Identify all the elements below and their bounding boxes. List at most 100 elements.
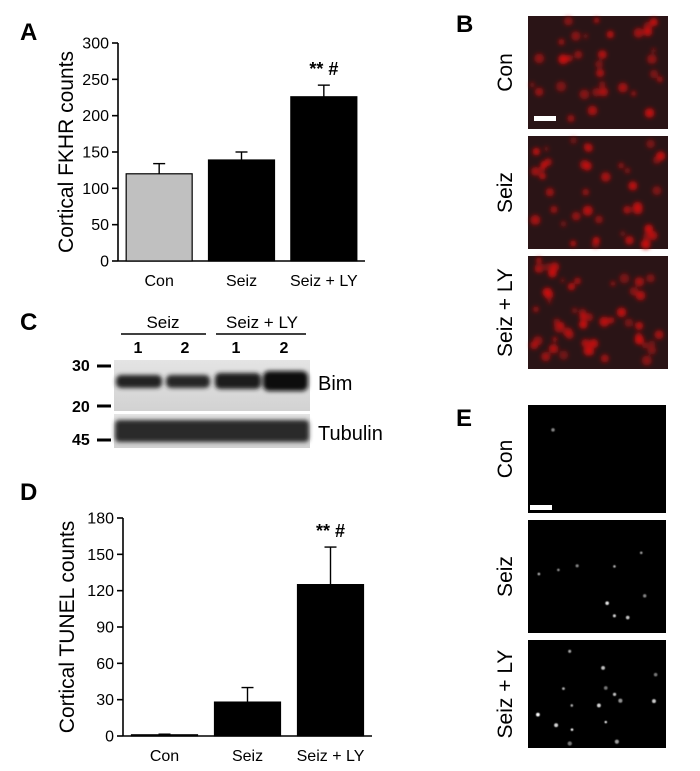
labeled-cell xyxy=(553,322,565,333)
labeled-cell xyxy=(643,594,647,598)
labeled-cell xyxy=(552,336,558,342)
mw-marker: 45 xyxy=(72,432,90,449)
labeled-cell xyxy=(646,54,657,65)
labeled-cell xyxy=(655,151,666,161)
labeled-cell xyxy=(582,205,593,216)
micrograph-signal xyxy=(529,257,664,366)
bar xyxy=(207,159,276,262)
labeled-cell xyxy=(594,215,603,224)
labeled-cell xyxy=(643,27,653,37)
labeled-cell xyxy=(557,568,560,572)
micrograph-signal xyxy=(537,551,647,620)
labeled-cell xyxy=(578,308,587,317)
micrograph-label: Seiz + LY xyxy=(494,650,517,739)
y-tick-label: 250 xyxy=(82,72,109,89)
labeled-cell xyxy=(644,108,655,118)
labeled-cell xyxy=(654,330,664,340)
labeled-cell xyxy=(620,231,626,237)
labeled-cell xyxy=(634,276,645,287)
labeled-cell xyxy=(571,31,581,41)
labeled-cell xyxy=(574,277,581,285)
labeled-cell xyxy=(649,18,658,27)
labeled-cell xyxy=(570,240,577,247)
mw-marker: 30 xyxy=(72,358,90,375)
panel-letter-a: A xyxy=(20,19,37,46)
y-axis-title: Cortical FKHR counts xyxy=(55,51,78,253)
y-tick-label: 0 xyxy=(105,729,114,746)
y-tick-label: 100 xyxy=(82,181,109,198)
category-label: Con xyxy=(150,748,179,765)
labeled-cell xyxy=(646,139,655,149)
labeled-cell xyxy=(640,239,651,250)
bar xyxy=(296,584,365,737)
labeled-cell xyxy=(569,136,578,144)
labeled-cell xyxy=(578,320,588,329)
labeled-cell xyxy=(567,741,572,746)
category-label: Seiz xyxy=(226,273,257,290)
labeled-cell xyxy=(567,114,575,123)
labeled-cell xyxy=(628,181,638,191)
panel-letter-b: B xyxy=(456,11,473,38)
labeled-cell xyxy=(568,649,572,653)
labeled-cell xyxy=(583,346,593,356)
lane-group-label: Seiz xyxy=(146,313,179,332)
labeled-cell xyxy=(530,166,540,176)
category-label: Seiz + LY xyxy=(290,273,358,290)
labeled-cell xyxy=(581,338,591,348)
labeled-cell xyxy=(629,286,639,296)
labeled-cell xyxy=(641,355,652,366)
micrograph-panel-b: Con Seiz Seiz + LY xyxy=(494,16,668,369)
labeled-cell xyxy=(570,704,574,707)
tubulin-band xyxy=(115,420,309,442)
scale-bar xyxy=(534,116,556,121)
y-tick-label: 0 xyxy=(100,254,109,271)
labeled-cell xyxy=(614,739,619,744)
labeled-cell xyxy=(555,81,567,92)
labeled-cell xyxy=(625,235,634,245)
micrograph-image xyxy=(528,640,666,748)
micrograph-label: Con xyxy=(494,53,517,92)
labeled-cell xyxy=(549,262,560,272)
bar xyxy=(125,173,193,262)
labeled-cell xyxy=(652,186,662,196)
labeled-cell xyxy=(616,307,627,318)
labeled-cell xyxy=(595,60,604,69)
labeled-cell xyxy=(648,230,658,241)
labeled-cell xyxy=(605,601,609,605)
micrograph-panel-e: Con Seiz Seiz + LY xyxy=(494,405,666,748)
chart-d: 0 30 60 90 120 150 180 Con Seiz Seiz + LY ** # Cort… xyxy=(56,511,372,765)
bim-band xyxy=(215,373,261,389)
y-tick-label: 150 xyxy=(82,145,109,162)
labeled-cell xyxy=(612,692,617,697)
labeled-cell xyxy=(571,307,578,314)
labeled-cell xyxy=(550,205,558,214)
labeled-cell xyxy=(587,105,598,116)
labeled-cell xyxy=(560,220,567,227)
labeled-cell xyxy=(648,340,656,348)
lane-group-label: Seiz + LY xyxy=(226,313,298,332)
labeled-cell xyxy=(625,615,630,620)
y-tick-label: 30 xyxy=(96,692,114,709)
band-label-bim: Bim xyxy=(318,373,352,395)
labeled-cell xyxy=(545,188,555,197)
labeled-cell xyxy=(610,281,616,287)
mw-marker: 20 xyxy=(72,399,90,416)
panel-letter-e: E xyxy=(456,405,472,432)
labeled-cell xyxy=(635,290,646,301)
labeled-cell xyxy=(618,162,625,169)
labeled-cell xyxy=(544,263,552,271)
labeled-cell xyxy=(624,167,631,174)
labeled-cell xyxy=(631,91,637,97)
micrograph-label: Seiz xyxy=(494,556,517,597)
labeled-cell xyxy=(634,335,645,345)
labeled-cell xyxy=(554,723,559,728)
lane-number: 1 xyxy=(134,340,143,357)
labeled-cell xyxy=(649,69,659,79)
scale-bar xyxy=(530,505,552,510)
labeled-cell xyxy=(592,236,600,245)
labeled-cell xyxy=(582,188,590,196)
micrograph-label: Seiz + LY xyxy=(494,268,517,357)
labeled-cell xyxy=(596,703,601,708)
labeled-cell xyxy=(558,54,568,65)
labeled-cell xyxy=(618,698,623,703)
